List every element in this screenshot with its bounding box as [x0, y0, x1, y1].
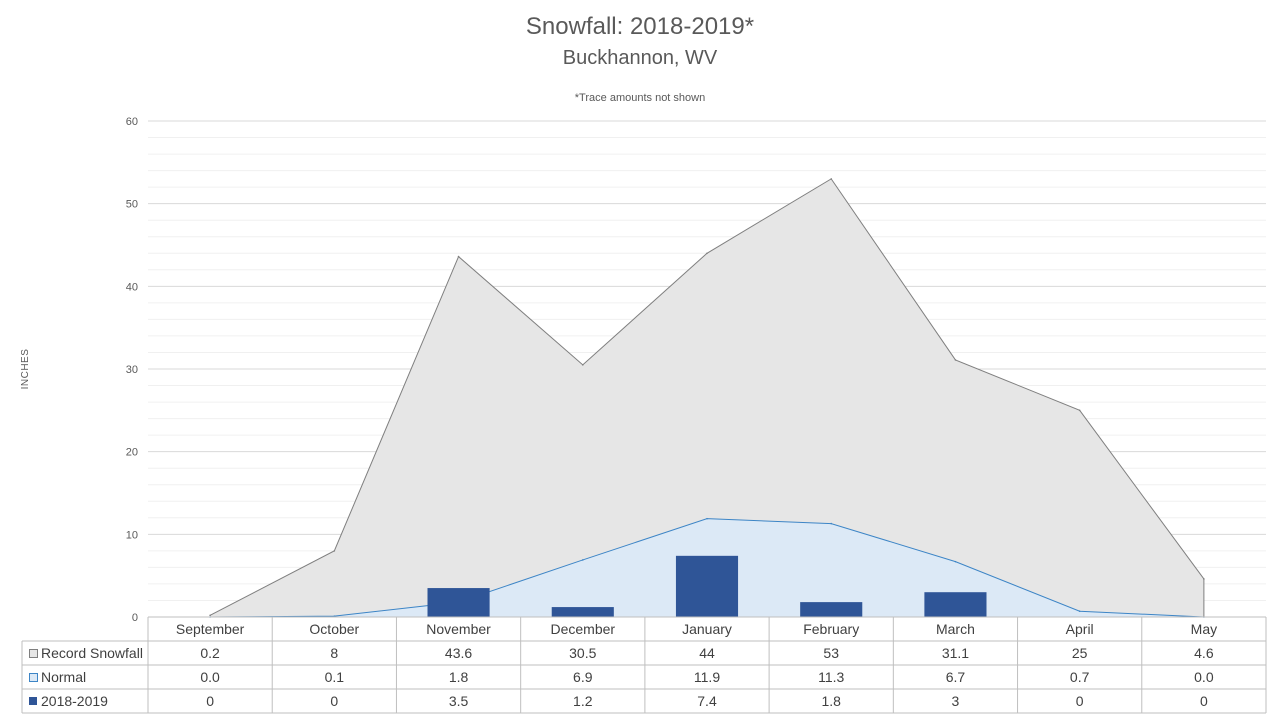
table-cell: 0 [1200, 693, 1208, 709]
category-label: April [1066, 621, 1094, 637]
category-label: March [936, 621, 975, 637]
area-series [209, 178, 1205, 618]
table-cell: 53 [823, 645, 839, 661]
area-point [954, 560, 957, 563]
area-point [1078, 409, 1081, 412]
bar [551, 607, 614, 617]
area-point [333, 550, 336, 552]
y-tick-label: 0 [132, 612, 138, 624]
area-point [581, 364, 584, 366]
table-cell: 6.9 [573, 669, 593, 685]
y-tick-label: 20 [126, 447, 138, 459]
table-cell: 1.8 [821, 693, 841, 709]
y-axis-ticks: 0 10 20 30 40 50 60 [126, 116, 138, 624]
table-cell: 25 [1072, 645, 1088, 661]
legend-label: 2018-2019 [41, 693, 108, 709]
table-cell: 0.1 [325, 669, 345, 685]
y-tick-label: 30 [126, 364, 138, 376]
legend-label: Normal [41, 669, 86, 685]
area-point [954, 359, 957, 361]
table-cell: 6.7 [946, 669, 966, 685]
table-cell: 0.0 [200, 669, 220, 685]
category-label: February [803, 621, 859, 637]
category-label: October [309, 621, 359, 637]
category-label: September [176, 621, 245, 637]
area-point [581, 559, 584, 561]
chart-subtitle: Buckhannon, WV [563, 47, 718, 69]
bar-series [427, 555, 987, 617]
table-cell: 3.5 [449, 693, 469, 709]
chart-annotation: *Trace amounts not shown [575, 92, 705, 104]
area-point [457, 255, 460, 258]
area-fill-0 [210, 178, 1204, 617]
y-tick-label: 60 [126, 116, 138, 128]
area-point [830, 522, 833, 525]
data-table: September October November December January F… [21, 616, 1267, 714]
area-point [706, 517, 708, 520]
bar [924, 592, 987, 617]
legend-key-1 [29, 673, 38, 682]
table-cell: 11.3 [818, 669, 844, 685]
table-cell: 31.1 [942, 645, 969, 661]
table-cell: 0.7 [1070, 669, 1090, 685]
y-tick-label: 10 [126, 529, 138, 541]
area-point [830, 178, 833, 180]
table-cell: 43.6 [445, 645, 472, 661]
bar [675, 555, 739, 617]
table-cell: 0.0 [1194, 669, 1214, 685]
table-cell: 30.5 [569, 645, 596, 661]
legend-key-2 [29, 697, 37, 705]
area-point [1078, 610, 1081, 613]
table-cell: 11.9 [694, 669, 720, 685]
table-cell: 0 [206, 693, 214, 709]
y-tick-label: 50 [126, 199, 138, 211]
table-cell: 3 [952, 693, 960, 709]
chart-title: Snowfall: 2018-2019* [526, 13, 754, 40]
area-point [209, 614, 211, 617]
bar [800, 602, 863, 617]
table-cell: 0 [330, 693, 338, 709]
category-label: December [550, 621, 615, 637]
category-label: May [1191, 621, 1217, 637]
table-cell: 0 [1076, 693, 1084, 709]
bar [427, 588, 490, 617]
table-cell: 1.8 [449, 669, 469, 685]
table-cell: 7.4 [697, 693, 717, 709]
legend-label: Record Snowfall [41, 645, 143, 661]
table-cell: 44 [699, 645, 715, 661]
table-cell: 4.6 [1194, 645, 1214, 661]
legend-key-0 [29, 649, 38, 658]
area-point [706, 252, 708, 255]
table-cell: 0.2 [200, 645, 220, 661]
category-label: January [682, 621, 732, 637]
table-cell: 1.2 [573, 693, 593, 709]
y-tick-label: 40 [126, 281, 138, 293]
y-axis-label: INCHES [20, 349, 31, 390]
table-cell: 8 [330, 645, 338, 661]
category-label: November [426, 621, 491, 637]
